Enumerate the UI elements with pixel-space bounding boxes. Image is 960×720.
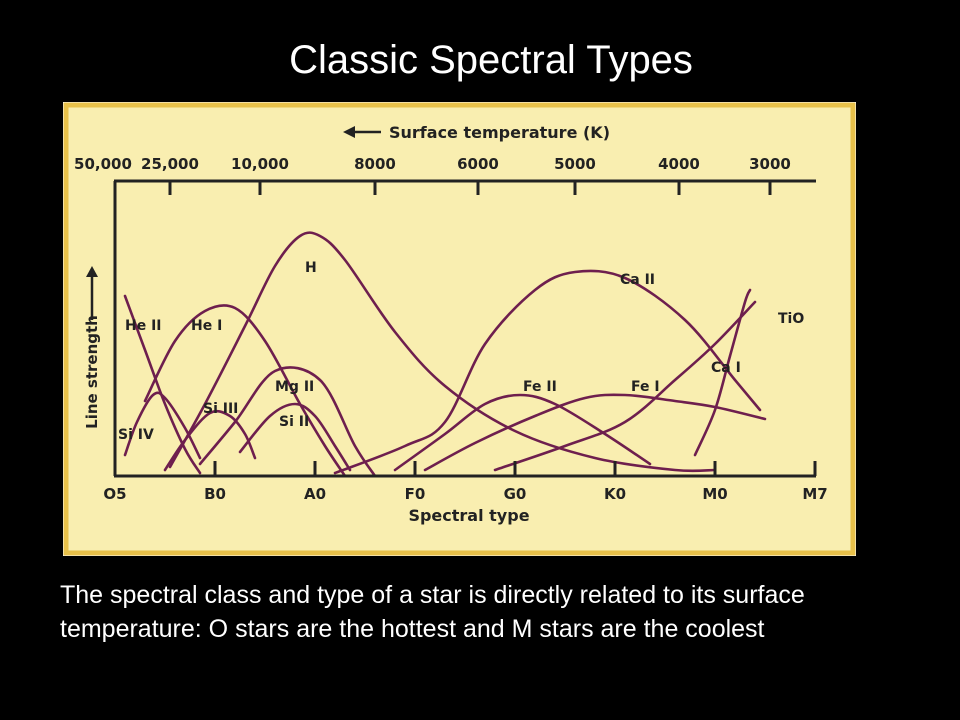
- series-line-si-ii: [238, 402, 352, 472]
- series-line-he-ii: [123, 294, 202, 475]
- temp-tick-label-4000: 4000: [658, 155, 700, 173]
- y-axis-title: Line strength: [83, 315, 101, 429]
- series-label-ca-ii: Ca II: [620, 272, 655, 288]
- left-arrow-icon: [343, 126, 355, 138]
- x-tick-label-g0: G0: [504, 485, 527, 503]
- top-axis-title: Surface temperature (K): [389, 123, 610, 142]
- temp-tick-label-8000: 8000: [354, 155, 396, 173]
- x-tick-label-k0: K0: [604, 485, 626, 503]
- x-tick-label-a0: A0: [304, 485, 326, 503]
- temp-tick-label-6000: 6000: [457, 155, 499, 173]
- series-label-si-ii: Si II: [279, 414, 309, 430]
- x-tick-label-m7: M7: [802, 485, 827, 503]
- x-axis-title: Spectral type: [408, 506, 529, 525]
- x-tick-label-f0: F0: [405, 485, 426, 503]
- series-line-fe-i: [423, 393, 767, 472]
- spectral-line-chart: He II He I H Si IV Si III Mg II Si II Ca II Fe I…: [63, 102, 856, 556]
- series-label-he-i: He I: [191, 318, 222, 334]
- series-line-si-iii: [163, 409, 257, 472]
- series-line-he-i: [143, 304, 347, 478]
- series-label-fe-ii: Fe II: [523, 379, 557, 395]
- up-arrow-icon: [86, 266, 98, 277]
- temp-tick-label-50-000: 50,000: [74, 155, 132, 173]
- slide-title: Classic Spectral Types: [289, 38, 693, 82]
- x-tick-label-o5: O5: [103, 485, 126, 503]
- series-line-ca-i: [493, 300, 757, 472]
- series-line-fe-ii: [393, 393, 652, 472]
- series-line-ca-ii: [333, 269, 762, 475]
- series-line-mg-ii: [198, 366, 377, 478]
- series-label-ca-i: Ca I: [711, 360, 741, 376]
- caption-text: The spectral class and type of a star is…: [60, 581, 805, 643]
- series-label-tio: TiO: [778, 311, 804, 327]
- temp-tick-label-25-000: 25,000: [141, 155, 199, 173]
- series-label-si-iv: Si IV: [118, 427, 154, 443]
- series-label-fe-i: Fe I: [631, 379, 660, 395]
- series-line-h: [168, 231, 717, 473]
- x-tick-label-b0: B0: [204, 485, 226, 503]
- series-label-h: H: [305, 260, 317, 276]
- series-line-tio: [693, 288, 752, 457]
- temp-tick-label-5000: 5000: [554, 155, 596, 173]
- series-line-si-iv: [123, 391, 202, 460]
- figure-frame: He II He I H Si IV Si III Mg II Si II Ca II Fe I…: [63, 102, 856, 556]
- series-label-mg-ii: Mg II: [275, 379, 314, 395]
- temp-tick-label-10-000: 10,000: [231, 155, 289, 173]
- series-label-he-ii: He II: [125, 318, 162, 334]
- x-tick-label-m0: M0: [702, 485, 727, 503]
- series-label-si-iii: Si III: [203, 401, 238, 417]
- temp-tick-label-3000: 3000: [749, 155, 791, 173]
